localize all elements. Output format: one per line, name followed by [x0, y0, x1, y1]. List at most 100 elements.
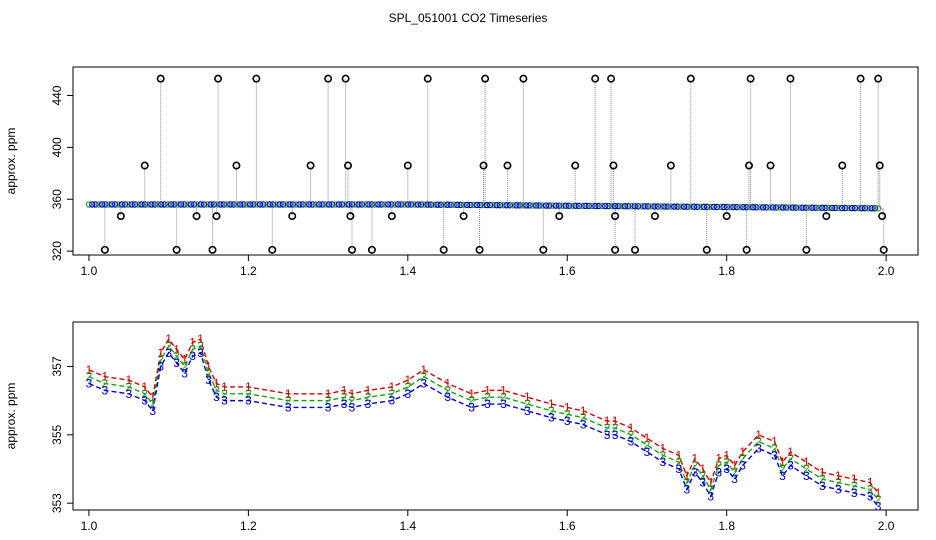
top-outlier-point: [481, 74, 490, 83]
top-baseline-point: [371, 201, 379, 208]
bottom-x-tick-label: 1.0: [81, 519, 98, 533]
bottom-series-2-marker: 2: [349, 394, 356, 408]
bottom-series-3-marker: 3: [484, 397, 491, 411]
bottom-series-1-marker: 1: [484, 383, 491, 397]
bottom-series-3-marker: 3: [285, 400, 292, 414]
top-baseline-point: [414, 201, 421, 208]
top-outlier-point: [344, 161, 353, 170]
top-baseline-point: [151, 201, 158, 208]
top-outlier-point: [212, 212, 221, 221]
top-baseline-point: [227, 201, 234, 208]
top-baseline-point: [552, 202, 560, 209]
bottom-series-1-marker: 1: [851, 472, 858, 486]
top-baseline-point: [181, 201, 188, 208]
bottom-series-2-marker: 2: [221, 387, 228, 401]
bottom-series-2-marker: 2: [875, 493, 882, 507]
top-baseline-point: [736, 203, 744, 211]
top-outlier-point: [856, 74, 865, 83]
top-baseline-point: [717, 203, 724, 211]
top-baseline-point: [233, 201, 241, 208]
top-baseline-point: [375, 201, 382, 208]
top-baseline-point: [730, 203, 737, 211]
top-baseline-point: [723, 203, 731, 211]
bottom-series-3-marker: 3: [86, 377, 93, 391]
top-baseline-point: [207, 201, 214, 208]
top-baseline-point: [858, 204, 865, 212]
bottom-series-1-marker: 1: [420, 363, 427, 377]
top-outlier-point: [571, 161, 580, 170]
bottom-series-3-marker: 3: [779, 469, 786, 483]
top-baseline-point: [493, 201, 500, 209]
top-baseline-point: [204, 201, 211, 208]
top-outlier-point: [475, 245, 484, 254]
top-baseline-point: [95, 201, 103, 208]
bottom-series-2-marker: 2: [739, 452, 746, 466]
top-baseline-point: [121, 201, 129, 208]
top-baseline-point: [648, 203, 655, 210]
top-baseline-point: [260, 201, 267, 208]
top-baseline-point: [319, 201, 326, 208]
top-outlier-point: [192, 212, 201, 221]
bottom-series-3-marker: 3: [125, 387, 132, 401]
top-baseline-point: [470, 201, 477, 209]
top-baseline-point: [825, 204, 833, 212]
bottom-series-1-marker: 1: [341, 383, 348, 397]
top-baseline-point: [302, 201, 310, 208]
bottom-series-1-marker: 1: [197, 332, 204, 346]
top-baseline-point: [454, 201, 461, 209]
bottom-series-3-marker: 3: [444, 390, 451, 404]
top-outlier-point: [650, 212, 659, 221]
top-outlier-point: [156, 74, 165, 83]
top-baseline-point: [776, 204, 783, 211]
top-baseline-point: [263, 201, 270, 208]
top-baseline-point: [638, 203, 645, 210]
top-baseline-point: [105, 201, 112, 208]
top-baseline-point: [450, 201, 458, 209]
top-outlier-point: [519, 74, 528, 83]
top-baseline-point: [812, 204, 819, 211]
top-baseline-point: [187, 201, 195, 208]
top-baseline-point: [421, 201, 428, 208]
bottom-series-2-marker: 2: [867, 482, 874, 496]
top-outlier-point: [232, 161, 241, 170]
top-baseline-point: [740, 203, 747, 211]
bottom-series-3-marker: 3: [173, 356, 180, 370]
top-baseline-point: [312, 201, 320, 208]
bottom-series-3-marker: 3: [341, 397, 348, 411]
bottom-series-2-marker: 2: [173, 349, 180, 363]
bottom-series-3-marker: 3: [580, 418, 587, 432]
bottom-series-3-marker: 3: [205, 373, 212, 387]
bottom-series-3-marker: 3: [875, 500, 882, 514]
bottom-series-1-marker: 1: [691, 452, 698, 466]
top-baseline-point: [171, 201, 178, 208]
top-outlier-point: [324, 74, 333, 83]
bottom-series-3-marker: 3: [149, 404, 156, 418]
top-baseline-point: [641, 203, 648, 210]
top-outlier-point: [722, 212, 731, 221]
top-baseline-point: [710, 203, 717, 211]
bottom-series-2-marker: 2: [660, 448, 667, 462]
top-outlier-point: [503, 161, 512, 170]
bottom-series-2-marker: 2: [819, 472, 826, 486]
top-y-tick-label: 360: [50, 189, 64, 209]
top-baseline-point: [388, 201, 395, 208]
top-baseline-point: [381, 201, 389, 208]
top-baseline-point: [394, 201, 402, 208]
top-baseline-point: [256, 201, 264, 208]
chart-title: SPL_051001 CO2 Timeseries: [389, 11, 548, 25]
top-baseline-point: [516, 202, 523, 209]
bottom-series-2-marker: 2: [420, 370, 427, 384]
bottom-series-2-marker: 2: [285, 394, 292, 408]
top-baseline-point: [503, 202, 510, 209]
top-outlier-point: [214, 74, 223, 83]
bottom-series-2-marker: 2: [612, 421, 619, 435]
bottom-series-3-marker: 3: [564, 414, 571, 428]
bottom-series-1-marker: 1: [612, 414, 619, 428]
bottom-series-1-marker: 1: [189, 336, 196, 350]
top-outlier-point: [742, 245, 751, 254]
bottom-series-3-marker: 3: [420, 377, 427, 391]
bottom-series-1-marker: 1: [389, 380, 396, 394]
top-baseline-point: [832, 204, 839, 212]
